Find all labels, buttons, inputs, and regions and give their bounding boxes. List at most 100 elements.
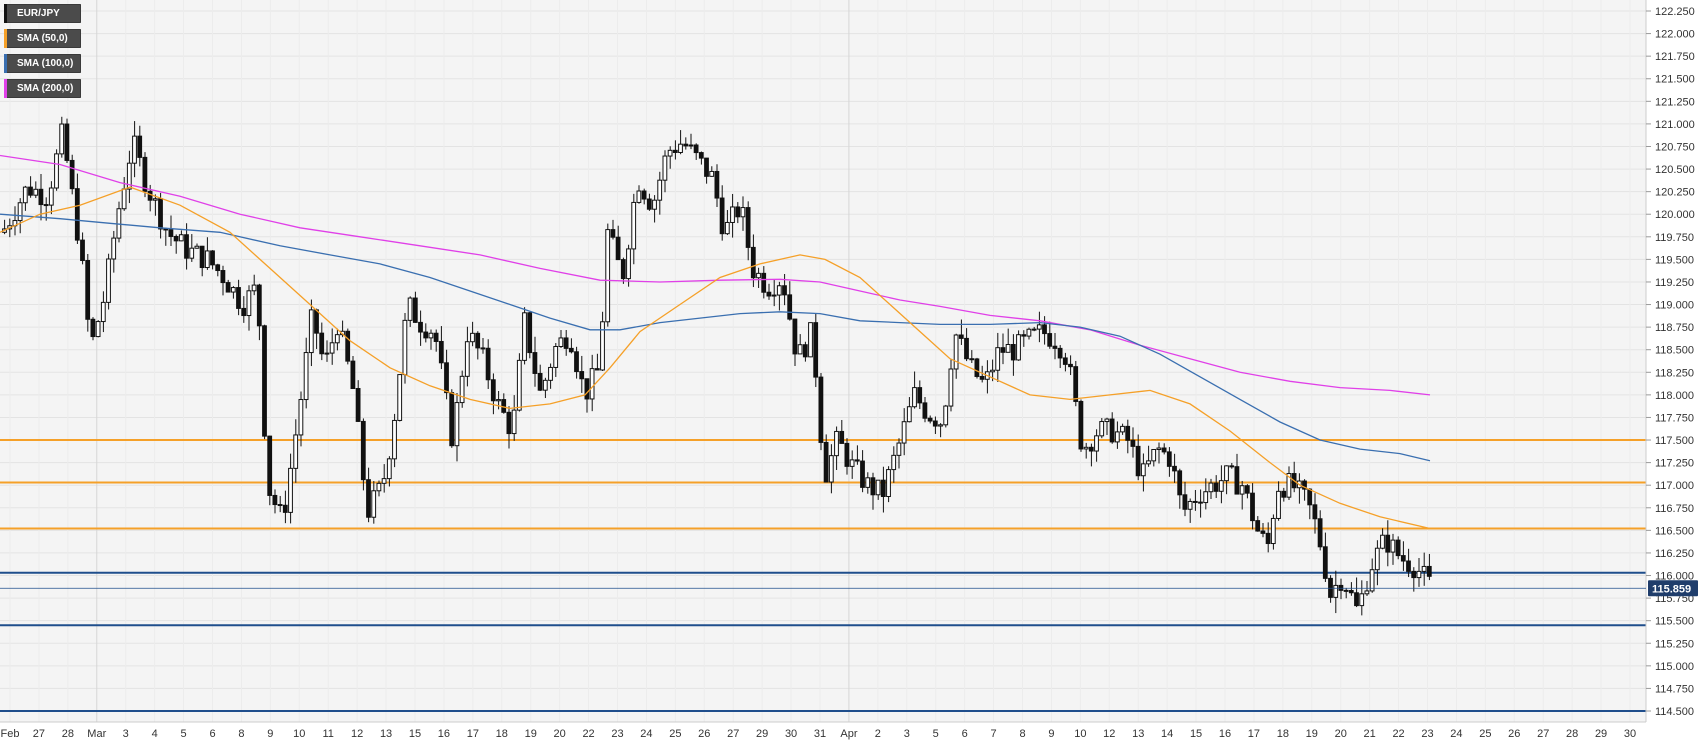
x-tick-label: 23	[611, 728, 623, 740]
x-tick-label: 28	[1566, 728, 1578, 740]
candle-up	[33, 188, 39, 196]
candle-down	[277, 504, 283, 507]
candle-down	[823, 441, 829, 483]
candle-up	[953, 334, 959, 370]
candle-up	[464, 341, 470, 377]
legend-label: SMA (100,0)	[17, 58, 74, 69]
candle-up	[542, 379, 548, 391]
x-tick-label: 8	[238, 728, 244, 740]
sma-200-line	[0, 154, 1431, 396]
candle-down	[412, 297, 418, 323]
candle-up	[1218, 480, 1224, 492]
candle-down	[184, 234, 189, 259]
candle-up	[1120, 425, 1125, 433]
candle-up	[678, 143, 683, 153]
legend-item-sma50[interactable]: SMA (50,0)	[4, 29, 82, 48]
candle-down	[646, 198, 652, 210]
y-tick-label: 117.000	[1655, 480, 1694, 492]
legend-item-eurjpy[interactable]: EUR/JPY	[4, 4, 82, 23]
legend-item-sma200[interactable]: SMA (200,0)	[4, 79, 82, 98]
y-tick-label: 119.750	[1655, 232, 1694, 244]
candle-up	[54, 153, 59, 189]
candle-down	[1400, 555, 1406, 562]
candle-down	[43, 204, 49, 207]
candle-down	[620, 259, 626, 280]
candle-up	[808, 322, 813, 358]
legend-item-sma100[interactable]: SMA (100,0)	[4, 54, 82, 73]
candle-up	[152, 198, 158, 201]
x-tick-label: 15	[409, 728, 421, 740]
candle-up	[230, 287, 236, 293]
y-tick-label: 119.500	[1655, 254, 1694, 266]
legend-label: SMA (200,0)	[17, 83, 74, 94]
candle-down	[1255, 520, 1261, 532]
candle-up	[657, 179, 663, 201]
candle-down	[735, 206, 741, 218]
candle-down	[766, 291, 772, 297]
candle-down	[267, 435, 273, 496]
x-tick-label: Mar	[87, 728, 106, 740]
y-tick-label: 121.000	[1655, 119, 1695, 131]
candle-up	[251, 284, 257, 292]
candle-down	[314, 309, 319, 334]
x-tick-label: 16	[1219, 728, 1231, 740]
candle-down	[1343, 589, 1349, 592]
candle-down	[444, 362, 449, 394]
candle-up	[386, 458, 392, 480]
x-tick-label: 18	[1277, 728, 1289, 740]
y-tick-label: 121.750	[1655, 51, 1695, 63]
candle-up	[1333, 584, 1339, 598]
candle-up	[293, 434, 299, 469]
candle-down	[594, 368, 600, 371]
candle-down	[501, 399, 507, 413]
candle-down	[438, 340, 444, 364]
candle-up	[875, 479, 881, 496]
candle-down	[974, 358, 980, 377]
x-tick-label: 29	[1595, 728, 1607, 740]
x-tick-label: 7	[991, 728, 997, 740]
y-tick-label: 120.750	[1655, 141, 1695, 153]
candle-up	[459, 375, 465, 404]
x-tick-label: 24	[640, 728, 652, 740]
candle-up	[948, 368, 954, 407]
y-tick-label: 115.250	[1655, 638, 1694, 650]
candle-down	[860, 460, 865, 488]
candle-up	[1151, 448, 1157, 462]
x-tick-label: 10	[293, 728, 305, 740]
candle-down	[641, 190, 647, 200]
candle-down	[698, 152, 704, 159]
grid	[0, 0, 1646, 722]
y-tick-label: 121.250	[1655, 96, 1695, 108]
candle-up	[865, 477, 871, 488]
candle-up	[454, 402, 460, 447]
candle-down	[574, 351, 579, 373]
candle-up	[600, 321, 605, 371]
candle-down	[1281, 490, 1287, 498]
candle-down	[1348, 590, 1354, 594]
legend: EUR/JPY SMA (50,0) SMA (100,0) SMA (200,…	[4, 4, 82, 98]
y-tick-label: 116.500	[1655, 525, 1694, 537]
candle-down	[158, 198, 163, 230]
candle-down	[1062, 357, 1068, 365]
candle-down	[366, 479, 371, 518]
candle-down	[750, 246, 756, 279]
candle-up	[1016, 334, 1021, 361]
candle-up	[1140, 463, 1146, 477]
candle-up	[59, 123, 65, 155]
candle-up	[1094, 435, 1099, 452]
candle-up	[308, 309, 314, 354]
candle-up	[756, 272, 761, 279]
candle-up	[662, 155, 668, 181]
candle-down	[1109, 418, 1115, 443]
candle-up	[194, 245, 200, 249]
candle-down	[1182, 494, 1188, 510]
candle-down	[1000, 347, 1006, 353]
candle-up	[1364, 590, 1370, 595]
candle-up	[121, 188, 127, 210]
moving-averages	[0, 154, 1431, 530]
candle-down	[1265, 532, 1271, 545]
x-tick-label: 13	[380, 728, 392, 740]
candle-down	[1426, 565, 1432, 577]
